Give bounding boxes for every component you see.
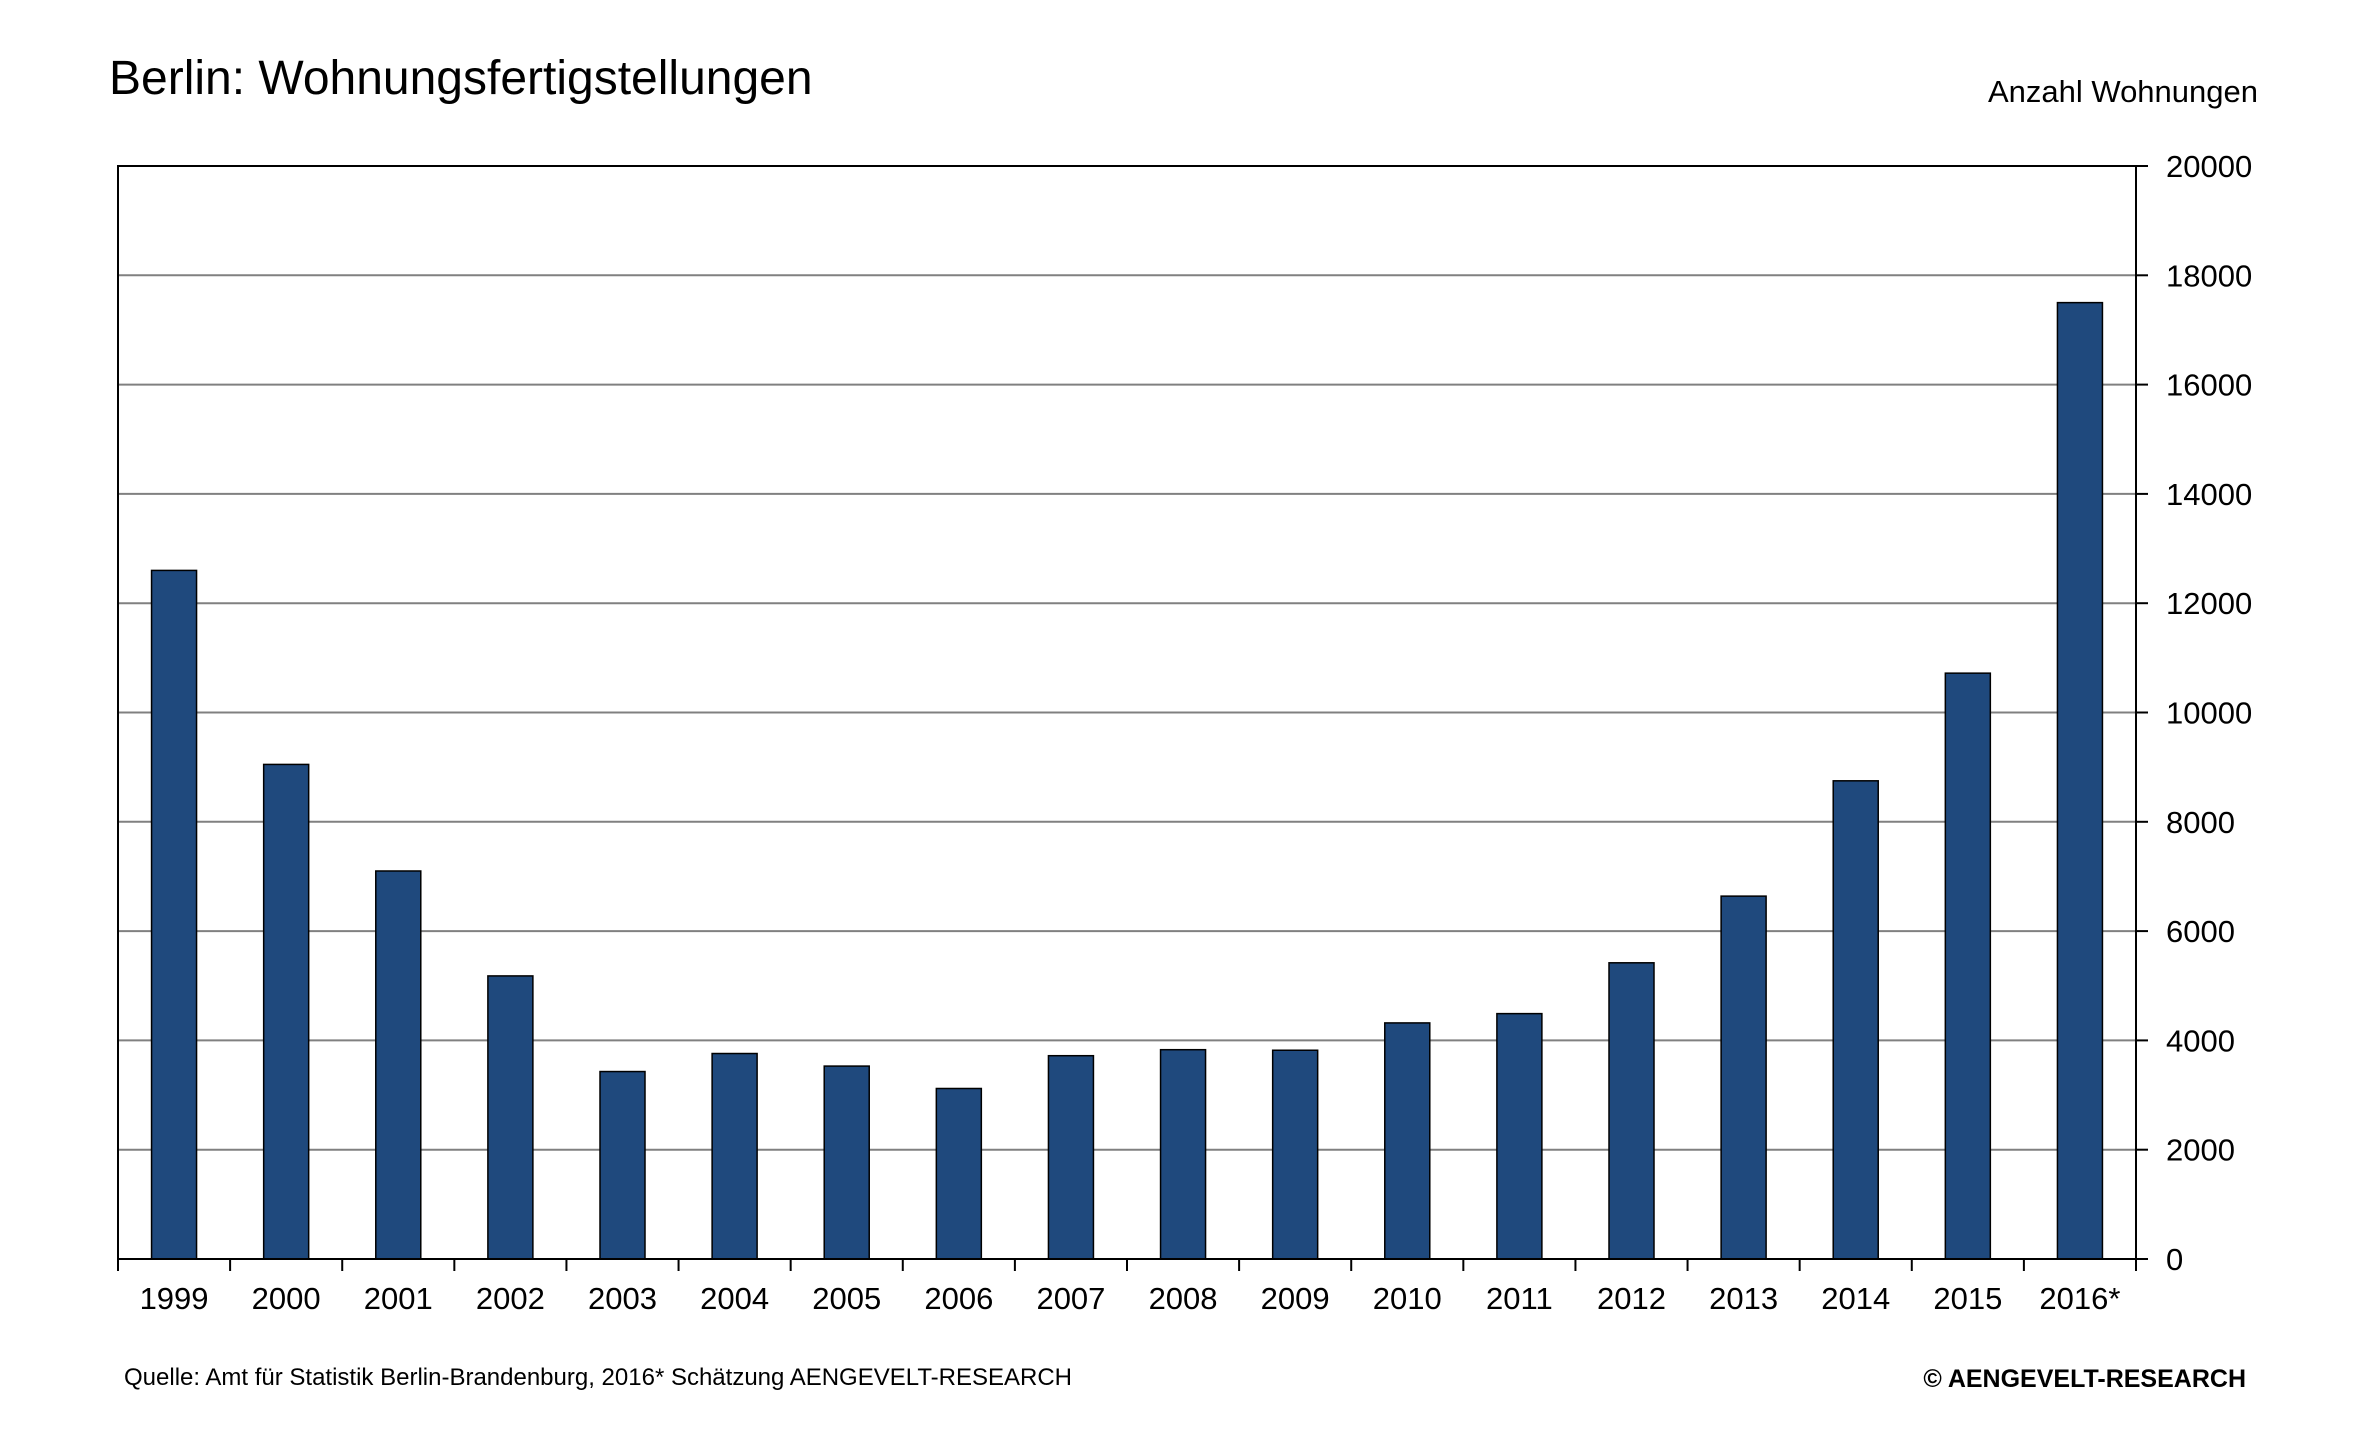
x-axis: 1999 2000 2001 2002 2003 2004 2005 2006 2007 2008…	[117, 1259, 2137, 1316]
x-tick-label: 2015	[1933, 1281, 2002, 1316]
x-tick-label: 2009	[1261, 1281, 1330, 1316]
x-tick-label: 2000	[252, 1281, 321, 1316]
bar-2000	[262, 763, 310, 1260]
x-tick-label: 2012	[1597, 1281, 1666, 1316]
x-tick-label: 2010	[1373, 1281, 1442, 1316]
y-tick-label: 8000	[2166, 805, 2235, 840]
bar-2016	[2056, 301, 2104, 1260]
y-tick-label: 0	[2166, 1242, 2183, 1277]
bar-2008	[1159, 1048, 1207, 1260]
x-tick-label: 2016*	[2039, 1281, 2120, 1316]
x-tick-label: 2005	[812, 1281, 881, 1316]
y-tick-label: 20000	[2166, 149, 2252, 184]
x-tick-label: 2008	[1149, 1281, 1218, 1316]
bar-2002	[487, 975, 534, 1260]
y-tick-label: 16000	[2166, 368, 2252, 403]
y-tick-label: 12000	[2166, 586, 2252, 621]
bar-2015	[1944, 672, 1992, 1260]
y-axis: 0 2000 4000 6000 8000 10000 12000 14000 16000 180…	[2135, 149, 2252, 1277]
x-tick-label: 2014	[1821, 1281, 1890, 1316]
x-tick-label: 2004	[700, 1281, 769, 1316]
bar-2010	[1384, 1022, 1431, 1260]
bar-2004	[711, 1052, 758, 1260]
x-tick-label: 2007	[1036, 1281, 1105, 1316]
bar-2014	[1832, 780, 1879, 1260]
x-tick-label: 2003	[588, 1281, 657, 1316]
y-tick-label: 6000	[2166, 914, 2235, 949]
bar-2001	[375, 870, 422, 1260]
x-tick-label: 2002	[476, 1281, 545, 1316]
y-tick-label: 10000	[2166, 696, 2252, 731]
gridlines	[118, 274, 2136, 1151]
y-tick-label: 4000	[2166, 1023, 2235, 1058]
copyright-note: © AENGEVELT-RESEARCH	[1923, 1365, 2246, 1393]
y-axis-label: Anzahl Wohnungen	[1988, 74, 2258, 109]
y-tick-label: 2000	[2166, 1133, 2235, 1168]
bar-2013	[1720, 895, 1767, 1260]
x-tick-label: 2001	[364, 1281, 433, 1316]
source-note: Quelle: Amt für Statistik Berlin-Branden…	[124, 1364, 1072, 1391]
y-tick-label: 18000	[2166, 258, 2252, 293]
bars	[150, 301, 2104, 1260]
x-tick-label: 2011	[1486, 1281, 1553, 1316]
bar-2005	[823, 1065, 870, 1260]
bar-2006	[935, 1087, 983, 1260]
chart-title: Berlin: Wohnungsfertigstellungen	[109, 52, 813, 105]
bar-2003	[599, 1070, 646, 1260]
x-tick-label: 2013	[1709, 1281, 1778, 1316]
bar-1999	[150, 569, 198, 1260]
bar-2012	[1608, 962, 1655, 1260]
bar-2007	[1047, 1054, 1095, 1260]
bar-2009	[1271, 1049, 1319, 1260]
x-tick-label: 2006	[924, 1281, 993, 1316]
y-tick-label: 14000	[2166, 477, 2252, 512]
x-tick-label: 1999	[140, 1281, 209, 1316]
bar-2011	[1496, 1012, 1543, 1260]
